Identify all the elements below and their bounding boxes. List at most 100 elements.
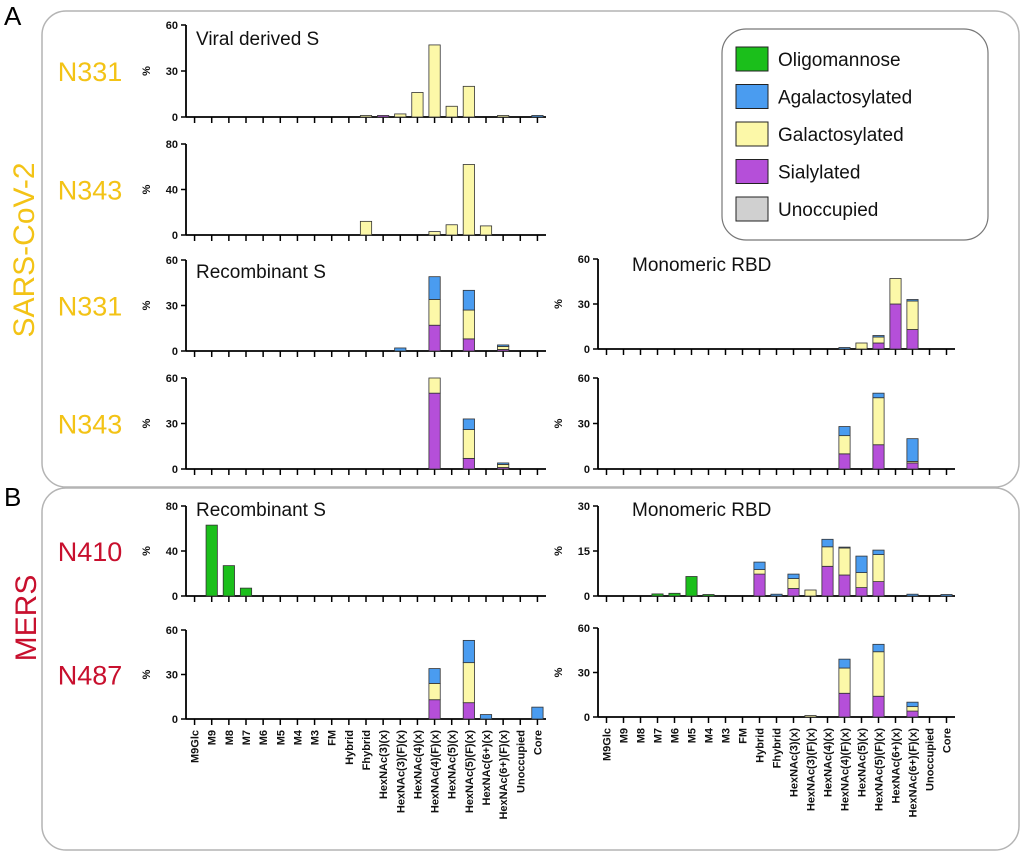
x-tick-label: M9Glc xyxy=(602,728,614,761)
bar-sialylated-hexnac-3-x- xyxy=(787,588,800,597)
bar-agalactosylated-core xyxy=(531,115,544,118)
bar-galactosylated-fhybrid xyxy=(359,220,373,236)
bar-agalactosylated-hexnac-3-x- xyxy=(787,573,800,579)
legend: Oligomannose Agalactosylated Galactosylate… xyxy=(721,28,989,241)
bar-galactosylated-hexnac-5-f-x- xyxy=(462,309,475,340)
bar-galactosylated-hexnac-6+-f-x- xyxy=(497,115,510,118)
y-tick-label: 15 xyxy=(578,546,590,558)
y-axis-label: % xyxy=(553,667,565,677)
y-tick-label: 30 xyxy=(166,301,178,313)
x-tick-label: FM xyxy=(327,730,339,746)
bar-agalactosylated-hexnac-5-f-x- xyxy=(872,549,885,555)
y-tick-label: 60 xyxy=(578,254,590,266)
bar-sialylated-hexnac-4-f-x- xyxy=(838,692,851,718)
y-axis-label: % xyxy=(141,184,153,194)
y-axis-label: % xyxy=(141,418,153,428)
bar-galactosylated-fhybrid xyxy=(359,115,373,118)
bar-oligomannose-m4 xyxy=(702,594,715,597)
bar-agalactosylated-hexnac-4-f-x- xyxy=(838,426,851,437)
bar-galactosylated-hexnac-6+-f-x- xyxy=(497,346,510,350)
group-label-sars-cov-2: SARS-CoV-2 xyxy=(8,162,41,337)
x-tick-label: M5 xyxy=(687,728,699,743)
bar-agalactosylated-hexnac-5-f-x- xyxy=(462,639,475,664)
bar-oligomannose-m7 xyxy=(651,593,664,597)
bar-oligomannose-m8 xyxy=(222,565,235,597)
bar-galactosylated-hexnac-4-f-x- xyxy=(428,683,441,701)
y-tick-label: 30 xyxy=(578,668,590,680)
bar-galactosylated-hexnac-3-x- xyxy=(787,578,800,589)
bar-galactosylated-hexnac-5-f-x- xyxy=(872,554,885,582)
y-tick-label: 30 xyxy=(578,299,590,311)
group-label-mers: MERS xyxy=(10,575,43,662)
chart-9: 0 30 60% M9Glc M9 M8 M7 M6 M5 M4 M3 FM Hybrid Fhybrid… xyxy=(553,623,955,818)
y-axis-label: % xyxy=(553,418,565,428)
legend-swatch-sialylated xyxy=(735,159,769,184)
bar-sialylated-hybrid xyxy=(753,573,766,597)
panel-letter-b: B xyxy=(4,482,21,512)
bar-agalactosylated-hexnac-5-f-x- xyxy=(872,643,885,653)
x-tick-label: FM xyxy=(738,728,750,744)
x-tick-label: HexNAc(6+)(x) xyxy=(481,730,493,806)
bar-oligomannose-m5 xyxy=(685,576,698,597)
legend-label-sialylated: Sialylated xyxy=(778,163,860,184)
x-tick-label: HexNAc(6+)(x) xyxy=(891,728,903,804)
y-axis-label: % xyxy=(141,546,153,556)
bar-sialylated-hexnac-4-f-x- xyxy=(428,699,441,720)
site-label-n487: N487 xyxy=(58,661,123,691)
x-tick-label: HexNAc(4)(F)(x) xyxy=(430,730,442,813)
legend-swatch-oligomannose xyxy=(735,46,769,72)
x-tick-label: Unoccupied xyxy=(925,728,937,791)
bar-galactosylated-hexnac-4-x- xyxy=(821,546,834,567)
bar-agalactosylated-hexnac-6+-f-x- xyxy=(497,344,510,347)
y-tick-label: 30 xyxy=(166,419,178,431)
x-tick-label: HexNAc(3)(x) xyxy=(789,728,801,797)
y-tick-label: 40 xyxy=(166,185,178,197)
legend-label-galactosylated: Galactosylated xyxy=(778,125,904,146)
y-tick-label: 0 xyxy=(172,230,178,242)
y-tick-label: 60 xyxy=(166,20,178,32)
x-tick-label: Hybrid xyxy=(344,730,356,765)
y-tick-label: 30 xyxy=(166,670,178,682)
x-tick-label: M7 xyxy=(241,730,253,745)
bar-galactosylated-hexnac-6+-f-x- xyxy=(906,706,919,712)
bar-galactosylated-hexnac-5-f-x- xyxy=(462,662,475,704)
bar-oligomannose-m7 xyxy=(239,587,253,597)
x-tick-label: M8 xyxy=(636,728,648,743)
legend-box xyxy=(721,28,989,241)
bar-agalactosylated-hexnac-6+-f-x- xyxy=(906,299,919,302)
bar-agalactosylated-hexnac-6+-x- xyxy=(479,714,493,720)
bar-galactosylated-hexnac-5-f-x- xyxy=(462,429,475,459)
bar-galactosylated-hexnac-5-x- xyxy=(855,572,868,588)
bar-galactosylated-hexnac-4-f-x- xyxy=(838,435,851,455)
bar-sialylated-hexnac-4-f-x- xyxy=(428,324,441,352)
bar-galactosylated-hexnac-3-f-x- xyxy=(394,113,407,118)
x-tick-label: M3 xyxy=(721,728,733,743)
x-tick-label: Hybrid xyxy=(755,728,767,763)
bar-galactosylated-hexnac-4-f-x- xyxy=(838,547,851,576)
x-tick-label: HexNAc(6+)(F)(x) xyxy=(498,730,510,820)
bar-galactosylated-hexnac-4-f-x- xyxy=(428,299,441,326)
x-tick-label: M8 xyxy=(224,730,236,745)
y-tick-label: 0 xyxy=(584,591,590,603)
y-tick-label: 30 xyxy=(578,419,590,431)
bar-galactosylated-hexnac-5-x- xyxy=(445,224,458,236)
y-tick-label: 0 xyxy=(584,344,590,356)
chart-4: 0 30 60% N343 xyxy=(58,373,546,476)
y-tick-label: 0 xyxy=(172,464,178,476)
bar-galactosylated-hexnac-5-f-x- xyxy=(462,85,475,118)
site-label-n331: N331 xyxy=(58,292,123,322)
legend-label-agalactosylated: Agalactosylated xyxy=(778,88,912,109)
bar-agalactosylated-hexnac-3-f-x- xyxy=(394,347,407,352)
chart-title: Monomeric RBD xyxy=(632,500,771,521)
bar-oligomannose-m6 xyxy=(668,592,681,597)
chart-0: 0 30 60% Viral derived S N331 xyxy=(58,20,546,124)
bar-galactosylated-hexnac-4-f-x- xyxy=(428,44,441,118)
bar-galactosylated-hexnac-5-f-x- xyxy=(872,651,885,697)
y-tick-label: 0 xyxy=(584,712,590,724)
bar-sialylated-hexnac-5-f-x- xyxy=(462,457,475,470)
y-tick-label: 40 xyxy=(166,546,178,558)
chart-1: 0 40 80% N343 xyxy=(58,139,546,242)
chart-title: Monomeric RBD xyxy=(632,255,771,276)
bar-sialylated-hexnac-4-f-x- xyxy=(428,392,441,470)
y-axis-label: % xyxy=(141,66,153,76)
